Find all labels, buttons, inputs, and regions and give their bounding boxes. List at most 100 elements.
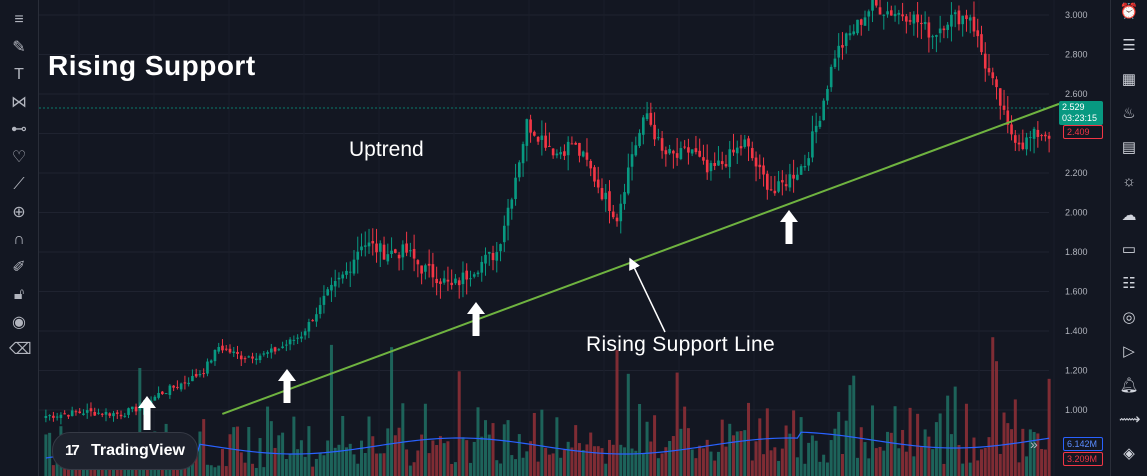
candle-body [465,270,469,280]
candle-body [127,408,130,415]
bell-icon[interactable]: 🔔︎ [1119,377,1139,394]
chart-title: Rising Support [48,50,256,81]
volume-bar [852,375,856,476]
measure-icon[interactable]: ⊷ [11,121,27,138]
lock-icon[interactable]: 🔓︎ [13,286,25,303]
volume-bar [611,444,615,476]
candle-body [1032,128,1036,139]
magnet-icon[interactable]: ∩ [13,231,25,248]
volume-bar [927,436,931,476]
volume-bar [758,418,762,476]
volume-bar [390,347,394,476]
volume-bar [521,457,525,476]
candle-body [262,353,266,355]
candle-body [841,45,844,48]
candle-body [341,274,345,279]
lightbulb-icon[interactable]: ☼ [1122,173,1136,190]
candle-body [713,162,717,166]
volume-bar [747,402,751,476]
candle-body [254,358,258,361]
volume-bar [1010,429,1014,476]
volume-bar [976,460,980,476]
messages-icon[interactable]: ☷ [1122,275,1136,292]
y-tick-label: 1.200 [1065,366,1088,376]
volume-bar [220,448,224,476]
candle-body [533,131,536,136]
brush-icon[interactable]: ✎ [12,38,26,56]
volume-bar [375,453,379,476]
candle-body [70,410,74,417]
collapse-chevron-icon[interactable]: » [1030,436,1038,452]
volume-bar [525,451,529,476]
candle-body [307,322,311,332]
text-icon[interactable]: T [14,66,24,83]
candle-body [529,119,532,133]
candle-body [1040,135,1043,137]
price-chart[interactable]: 3.0002.8002.6002.4002.2002.0001.8001.600… [39,0,1109,476]
play-icon[interactable]: ▷ [1123,343,1135,360]
volume-bar [871,405,875,476]
candle-body [221,345,224,351]
volume-bar [859,427,863,476]
candle-body [758,164,762,168]
y-tick-label: 1.400 [1065,326,1088,336]
menu-icon[interactable]: ≡ [14,11,24,28]
lock-pencil-icon[interactable]: ✐ [12,258,26,276]
candle-body [457,280,461,286]
volume-bar [837,411,841,476]
volume-bar [942,463,946,476]
candle-body [228,348,232,353]
candle-body [93,412,97,416]
cloud-chat-icon[interactable]: ☁ [1121,207,1137,224]
zoom-in-icon[interactable]: ⊕ [12,203,26,221]
candle-body [889,10,893,16]
trend-icon[interactable]: ⟿ [1119,411,1141,428]
volume-bar [232,427,236,476]
chat-icon[interactable]: ▭ [1121,241,1137,258]
volume-bar [765,408,769,476]
volume-bar [874,448,878,476]
candle-body [916,14,919,23]
volume-bar [44,434,48,476]
volume-bar [1021,428,1025,476]
candle-body [1021,142,1025,150]
volume-bar [709,451,713,476]
candle-body [950,14,953,27]
calendar-icon[interactable]: ▦ [1121,71,1137,88]
calendar-grid-icon[interactable]: ▤ [1121,139,1137,156]
volume-bar [889,432,893,476]
candle-body [874,0,878,6]
candle-body [965,15,968,20]
candle-body [1017,142,1021,145]
candle-body [626,167,630,194]
candle-body [318,305,322,315]
candle-body [743,139,747,147]
broadcast-icon[interactable]: ◎ [1122,309,1136,326]
layers-icon[interactable]: ◈ [1123,445,1135,462]
pattern-icon[interactable]: ⋈ [11,93,27,111]
candle-body [705,159,709,173]
fire-icon[interactable]: ♨ [1122,105,1136,122]
candle-body [938,28,942,34]
candle-body [927,22,931,38]
volume-bar [288,454,292,476]
volume-bar [570,447,574,476]
volume-bar [1028,429,1032,476]
watchlist-icon[interactable]: ☰ [1122,37,1136,54]
volume-bar [555,417,559,476]
volume-bar [998,453,1002,476]
alarm-clock-icon[interactable]: ⏰ [1119,3,1139,20]
candle-body [59,414,63,418]
volume-bar [311,466,315,476]
eye-icon[interactable]: ◉ [12,313,26,331]
candle-body [983,53,987,69]
candle-body [585,152,589,160]
ruler-icon[interactable]: ⟋ [13,176,25,193]
heart-icon[interactable]: ♡ [11,148,27,166]
trash-icon[interactable]: ⌫ [9,341,32,358]
volume-bar [408,465,412,476]
candle-body [878,7,882,15]
volume-bar [491,423,495,476]
up-arrow-icon [780,210,798,244]
volume-bar [566,441,570,476]
